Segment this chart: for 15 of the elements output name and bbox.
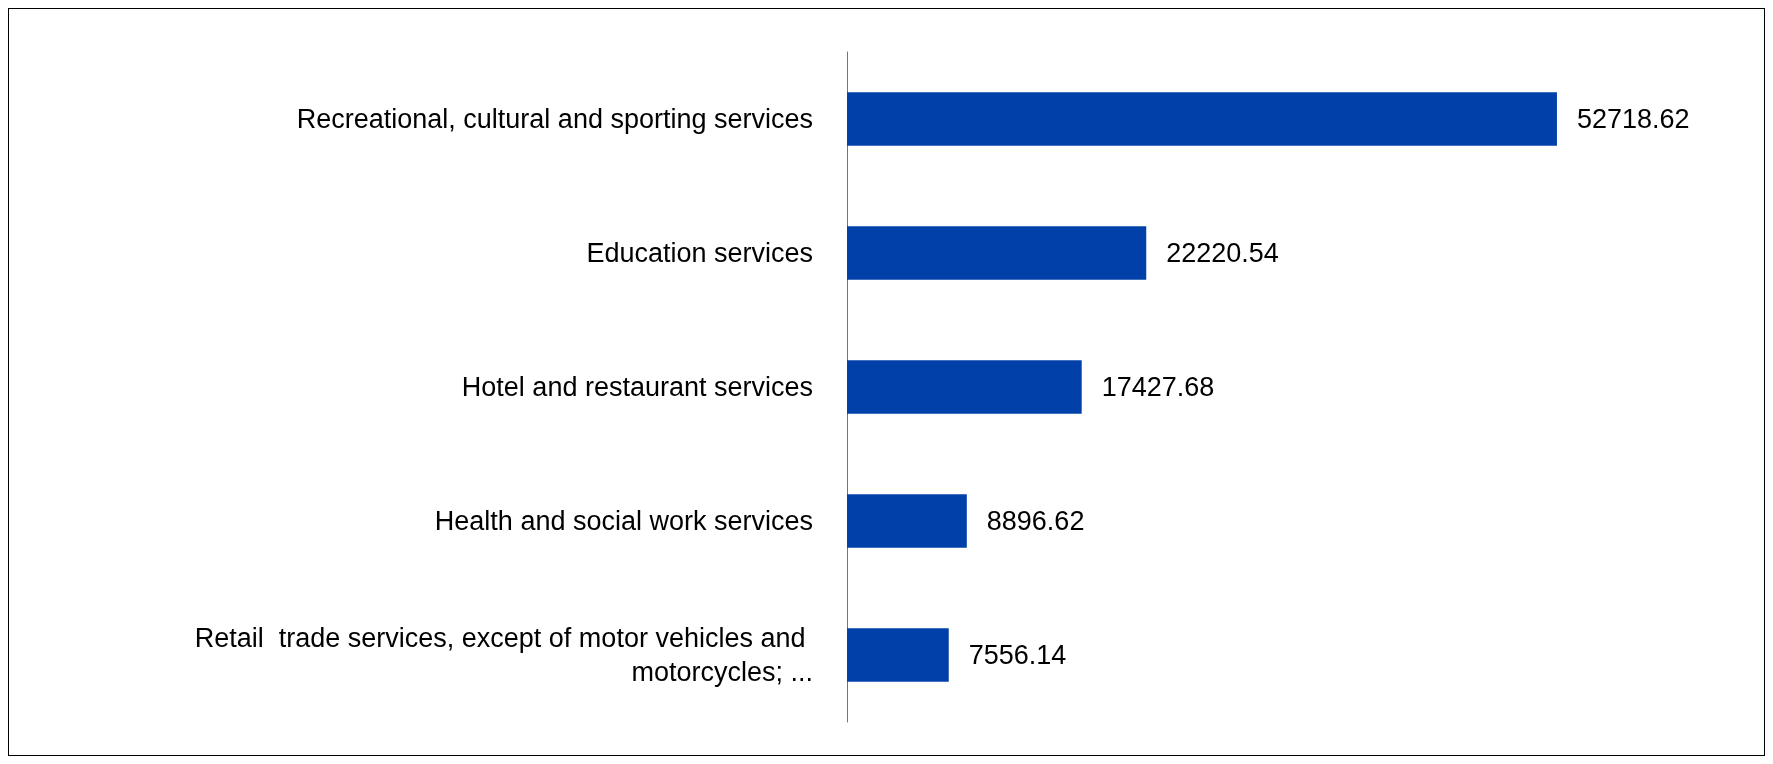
y-tick-label: Retail trade services, except of motor vehicles and motorcycles; ... — [194, 623, 813, 687]
data-label: 22220.54 — [1166, 238, 1279, 268]
bar — [847, 628, 949, 682]
data-label: 7556.14 — [968, 640, 1067, 670]
bar — [847, 92, 1557, 146]
y-tick-label: Recreational, cultural and sporting services — [296, 104, 813, 134]
y-tick-label: Health and social work services — [434, 506, 813, 536]
data-label: 8896.62 — [986, 506, 1085, 536]
bar — [847, 360, 1082, 414]
data-label: 52718.62 — [1576, 104, 1690, 134]
y-tick-label: Hotel and restaurant services — [461, 372, 813, 402]
bar — [847, 494, 967, 548]
bar — [847, 226, 1147, 280]
y-tick-label: Education services — [586, 238, 813, 268]
data-label: 17427.68 — [1101, 372, 1215, 402]
